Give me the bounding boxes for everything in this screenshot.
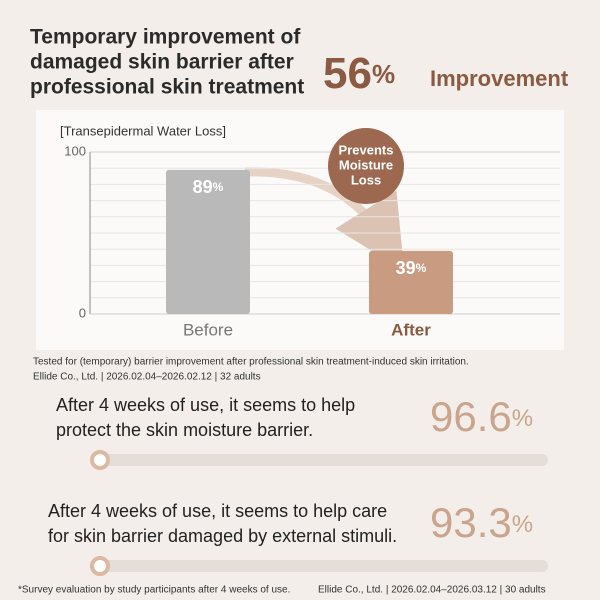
annotation-text: Loss xyxy=(351,172,381,187)
x-tick-label: After xyxy=(391,320,431,339)
annotation-badge xyxy=(328,128,404,204)
chart-panel xyxy=(36,110,564,350)
headline-label: Improvement xyxy=(430,66,569,91)
bar xyxy=(166,169,250,314)
annotation-text: Moisture xyxy=(339,157,393,172)
headline-stat-unit: % xyxy=(372,59,395,89)
note: Tested for (temporary) barrier improveme… xyxy=(33,357,469,368)
survey-result: 93.3% xyxy=(430,499,533,546)
title-line: professional skin treatment xyxy=(30,76,304,99)
value-label: 39% xyxy=(396,258,427,278)
progress-knob xyxy=(90,556,110,576)
chart-title: [Transepidermal Water Loss] xyxy=(60,123,226,138)
progress-track xyxy=(90,454,548,466)
value-label-unit: % xyxy=(416,261,427,275)
survey-result-unit: % xyxy=(512,511,533,538)
headline-stat: 56% xyxy=(323,49,395,98)
x-tick-label: Before xyxy=(183,320,233,339)
progress-knob xyxy=(90,450,110,470)
footer-source: Ellide Co., Ltd. | 2026.02.04–2026.03.12… xyxy=(318,585,546,596)
survey-result-number: 93.3 xyxy=(430,499,512,546)
value-label: 89% xyxy=(193,177,224,197)
survey-result-number: 96.6 xyxy=(430,393,512,440)
survey-result-unit: % xyxy=(512,405,533,432)
survey-result: 96.6% xyxy=(430,393,533,440)
title-line: damaged skin barrier after xyxy=(30,51,294,74)
survey-text: protect the skin moisture barrier. xyxy=(56,420,313,440)
title-line: Temporary improvement of xyxy=(30,26,301,49)
y-tick-label: 100 xyxy=(64,143,86,158)
progress-track xyxy=(90,560,548,572)
value-label-number: 89 xyxy=(193,177,213,197)
note: Ellide Co., Ltd. | 2026.02.04–2026.02.12… xyxy=(33,372,261,383)
value-label-unit: % xyxy=(213,180,224,194)
headline-stat-number: 56 xyxy=(323,49,372,98)
y-tick-label: 0 xyxy=(79,305,86,320)
survey-text: for skin barrier damaged by external sti… xyxy=(48,526,397,546)
survey-text: After 4 weeks of use, it seems to help xyxy=(56,395,355,415)
bar xyxy=(369,250,453,314)
annotation-text: Prevents xyxy=(339,142,394,157)
footer-note: *Survey evaluation by study participants… xyxy=(18,585,290,596)
value-label-number: 39 xyxy=(396,258,416,278)
survey-text: After 4 weeks of use, it seems to help c… xyxy=(48,501,387,521)
arrow xyxy=(244,167,405,271)
